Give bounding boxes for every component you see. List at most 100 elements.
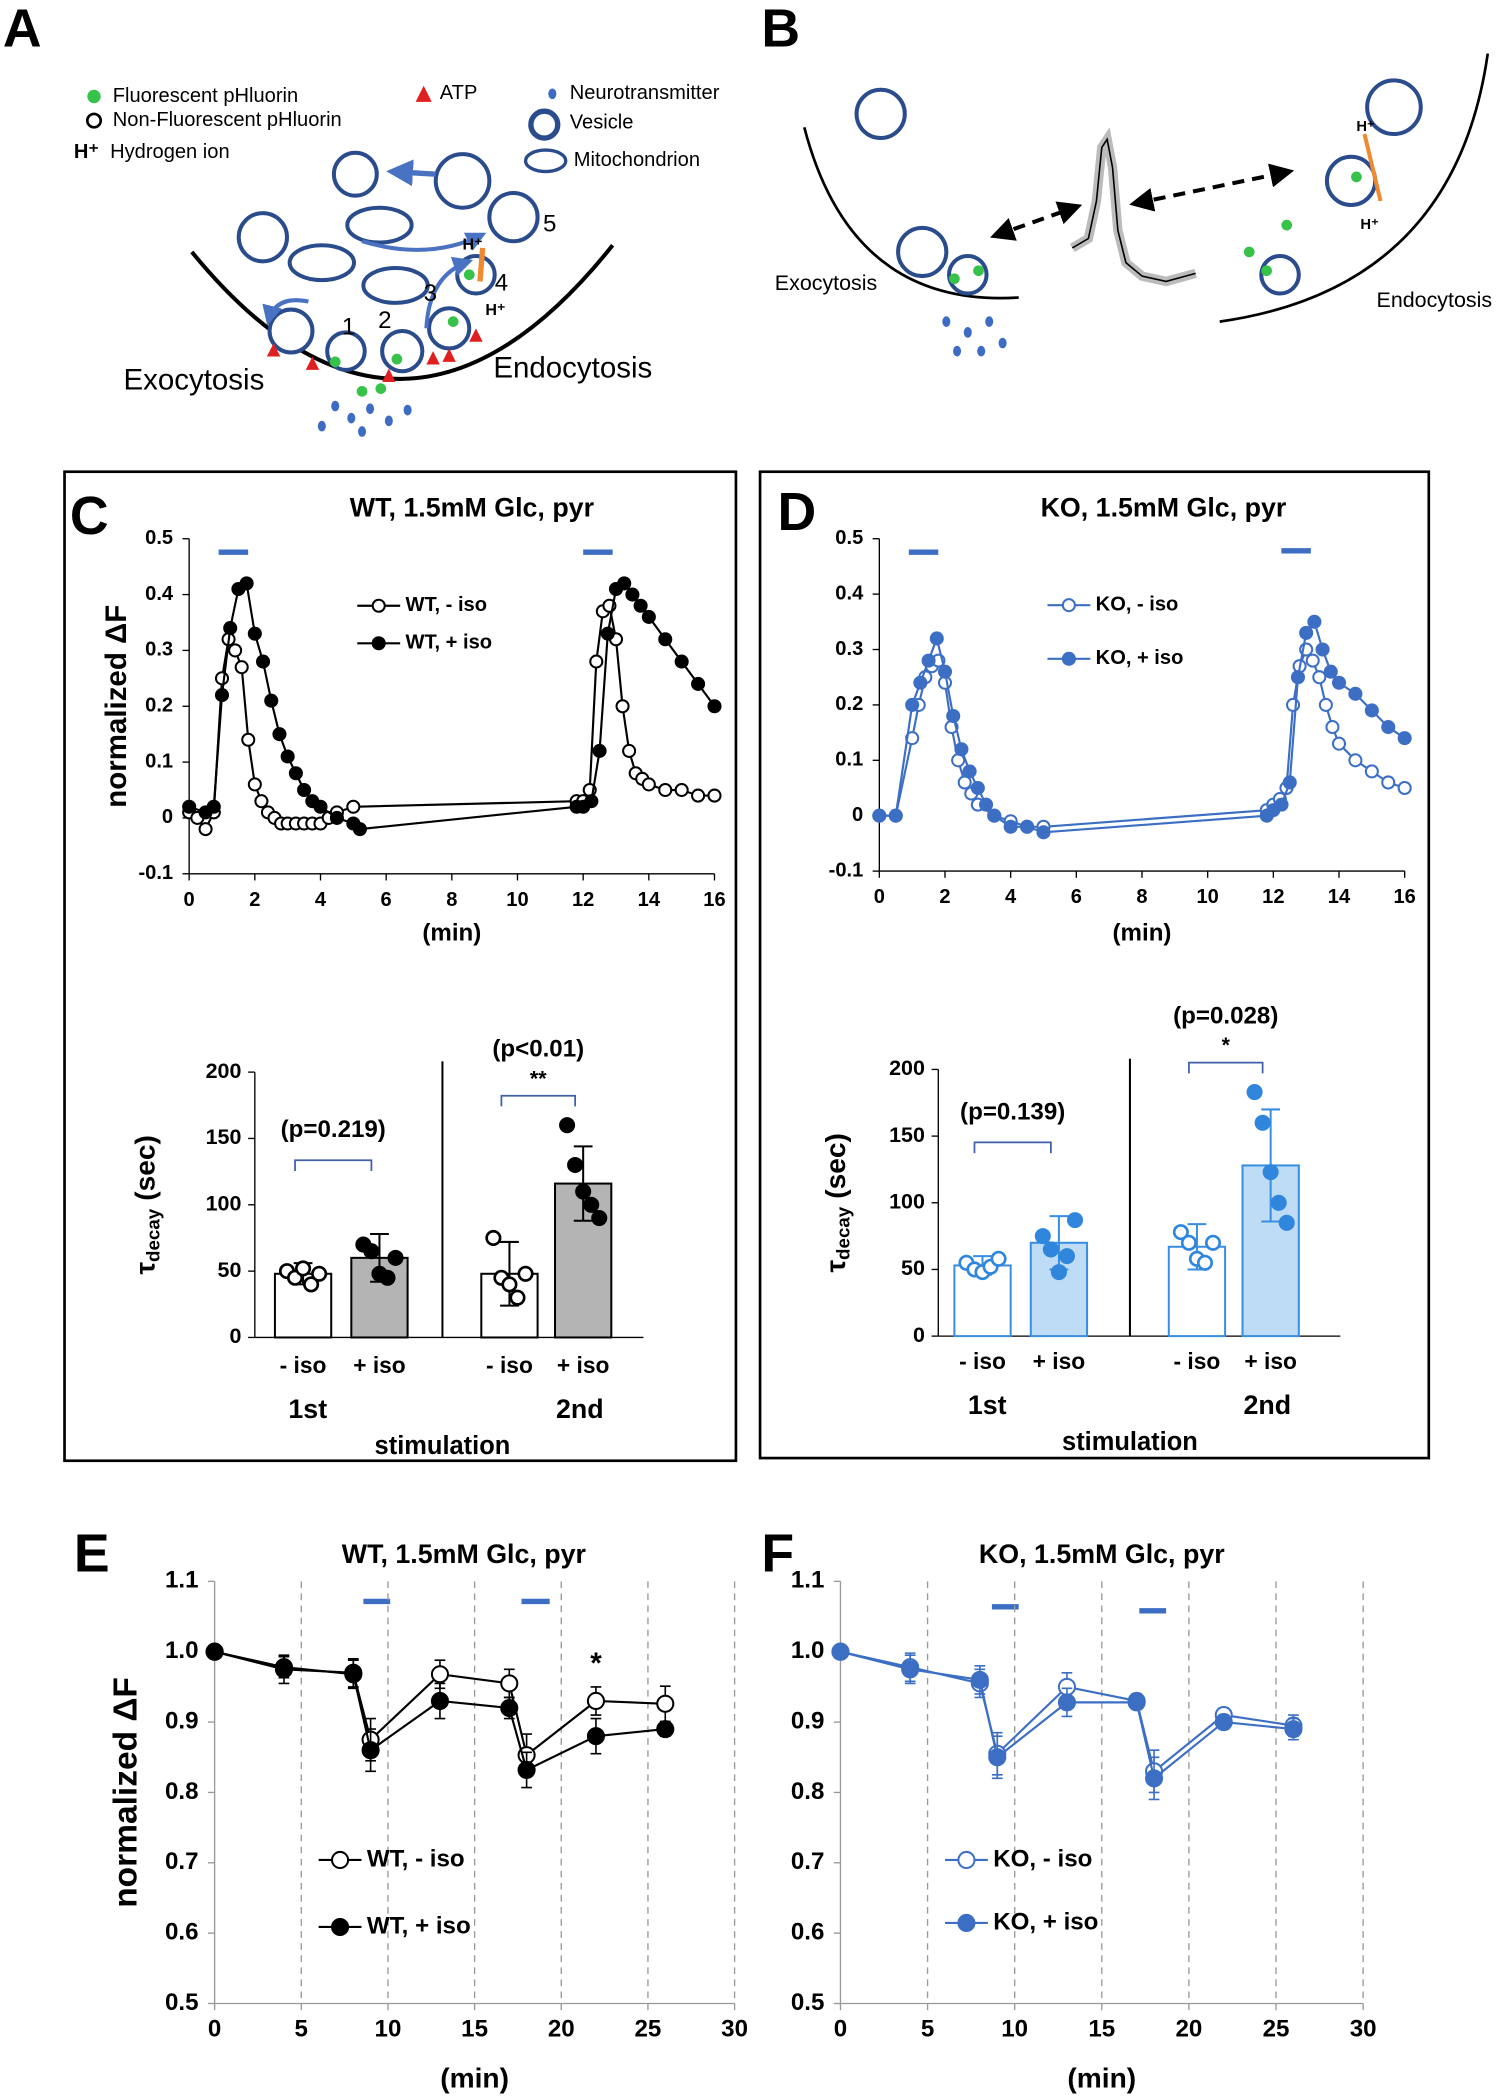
legend-marker: [371, 636, 386, 651]
data-point: [272, 727, 287, 742]
comparison-stars: *: [1222, 1033, 1231, 1057]
pHluorin: [973, 265, 984, 277]
panel-label: D: [777, 482, 816, 542]
x-axis-label: stimulation: [375, 1432, 511, 1460]
group-label: 2nd: [1243, 1390, 1291, 1420]
data-point: [228, 643, 243, 658]
neurotransmitter: [366, 403, 375, 415]
comparison-stars: **: [530, 1066, 547, 1090]
neurotransmitter: [384, 415, 393, 427]
data-point: [1381, 775, 1396, 790]
legend-marker: [957, 1913, 976, 1933]
vesicle: [487, 190, 540, 244]
legend-label: WT, + iso: [367, 1912, 471, 1939]
vesicle: [427, 306, 472, 351]
y-tick-label: 0.5: [835, 527, 863, 549]
y-tick-label: 100: [889, 1189, 925, 1213]
pHluorin: [447, 316, 459, 327]
neurotransmitter: [347, 412, 356, 424]
link-arrow: [1129, 163, 1295, 212]
significance-label: *: [590, 1647, 602, 1680]
chart-title: KO, 1.5mM Glc, pyr: [979, 1539, 1225, 1569]
x-tick-label: - iso: [486, 1352, 533, 1378]
y-tick-label: 0.6: [165, 1919, 199, 1946]
atp: [442, 348, 456, 362]
pHluorin: [356, 385, 368, 397]
panel-label: A: [3, 0, 42, 58]
data-point: [617, 576, 632, 591]
panel-label: F: [761, 1523, 794, 1583]
group-label: 2nd: [556, 1394, 604, 1424]
x-axis-label: (min): [440, 2062, 509, 2093]
step-number: 2: [378, 307, 391, 334]
vesicle: [331, 150, 379, 198]
vesicle: [380, 329, 425, 374]
data-point: [946, 708, 961, 724]
data-point: [313, 799, 328, 814]
pHluorin-icon: [85, 112, 103, 129]
y-tick-label: 100: [206, 1191, 242, 1215]
pathway-arrow: [424, 256, 474, 329]
data-point: [1325, 720, 1340, 735]
data-point: [1050, 1264, 1067, 1281]
step-number: 3: [424, 280, 437, 307]
data-point: [247, 626, 262, 641]
pHluorin: [329, 356, 341, 368]
y-tick-label: 0.9: [791, 1707, 825, 1734]
legend-label: KO, + iso: [993, 1908, 1098, 1935]
y-axis-label-sub: decay: [832, 1206, 853, 1260]
y-tick-label: 0.9: [165, 1707, 199, 1734]
data-point: [256, 654, 271, 669]
x-tick-label: 14: [1328, 886, 1351, 908]
diagram-label: Exocytosis: [775, 271, 877, 295]
vesicle: [1324, 154, 1378, 208]
data-point: [586, 1727, 605, 1746]
data-point: [254, 794, 269, 809]
ion-label: H⁺: [463, 235, 483, 253]
x-tick-label: 0: [834, 2016, 847, 2043]
data-point: [1364, 703, 1379, 718]
y-axis-label: τdecay (sec): [820, 1133, 853, 1272]
data-point: [241, 732, 256, 747]
y-tick-label: 150: [206, 1125, 242, 1149]
comparison-label: (p<0.01): [492, 1036, 584, 1063]
x-tick-label: 4: [315, 889, 327, 911]
neurotransmitter: [942, 316, 951, 327]
data-point: [957, 775, 972, 790]
data-point: [1246, 1084, 1263, 1101]
data-point: [658, 632, 673, 647]
data-point: [633, 598, 648, 613]
x-tick-label: 12: [572, 889, 594, 911]
legend-marker: [1061, 598, 1076, 613]
data-point: [625, 587, 640, 602]
x-tick-label: 14: [638, 889, 661, 911]
data-point: [1282, 775, 1297, 790]
x-tick-label: 4: [1005, 886, 1017, 908]
error-bar: [500, 1240, 519, 1307]
neurotransmitter: [953, 345, 962, 357]
mitochondrion: [287, 243, 357, 283]
group-label: 1st: [288, 1394, 327, 1424]
data-point: [641, 777, 656, 792]
mitochondrion: [345, 205, 414, 245]
y-tick-label: 0.3: [835, 638, 863, 660]
x-tick-label: 8: [1136, 886, 1147, 908]
x-tick-label: 25: [635, 2016, 662, 2043]
x-tick-label: + iso: [557, 1352, 610, 1378]
pHluorin-icon: [87, 89, 101, 104]
pHluorin: [391, 353, 403, 365]
x-tick-label: 30: [721, 2016, 748, 2043]
data-point: [1315, 642, 1330, 657]
x-axis-label: (min): [422, 919, 481, 946]
vesicle: [236, 211, 290, 264]
legend-marker: [957, 1850, 976, 1870]
data-point: [691, 676, 706, 691]
data-point: [214, 671, 230, 686]
x-tick-label: 5: [921, 2016, 934, 2043]
y-tick-label: 1.0: [165, 1637, 199, 1664]
vesicle-icon: [528, 108, 561, 141]
neurotransmitter-icon: [548, 88, 557, 100]
data-point: [656, 1694, 675, 1713]
data-point: [223, 621, 238, 636]
atp: [382, 368, 396, 382]
